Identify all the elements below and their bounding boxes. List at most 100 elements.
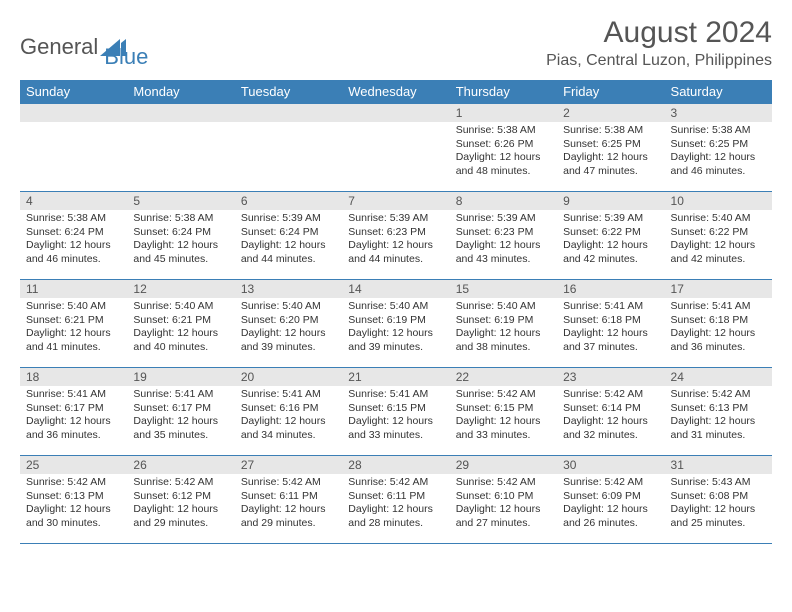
calendar-day-cell: 30Sunrise: 5:42 AMSunset: 6:09 PMDayligh…	[557, 456, 664, 544]
sunrise-text: Sunrise: 5:42 AM	[241, 476, 336, 490]
daynum-bar-empty	[235, 104, 342, 122]
day-body: Sunrise: 5:38 AMSunset: 6:26 PMDaylight:…	[450, 122, 557, 183]
sunset-text: Sunset: 6:11 PM	[241, 490, 336, 504]
calendar-week-row: 18Sunrise: 5:41 AMSunset: 6:17 PMDayligh…	[20, 368, 772, 456]
daylight-text: Daylight: 12 hours and 38 minutes.	[456, 327, 551, 354]
day-body: Sunrise: 5:42 AMSunset: 6:13 PMDaylight:…	[665, 386, 772, 447]
calendar-day-cell: 13Sunrise: 5:40 AMSunset: 6:20 PMDayligh…	[235, 280, 342, 368]
weekday-header: Wednesday	[342, 80, 449, 104]
sunset-text: Sunset: 6:24 PM	[26, 226, 121, 240]
day-body: Sunrise: 5:38 AMSunset: 6:24 PMDaylight:…	[20, 210, 127, 271]
sunrise-text: Sunrise: 5:38 AM	[133, 212, 228, 226]
sunset-text: Sunset: 6:19 PM	[348, 314, 443, 328]
calendar-day-cell: 8Sunrise: 5:39 AMSunset: 6:23 PMDaylight…	[450, 192, 557, 280]
day-body: Sunrise: 5:42 AMSunset: 6:12 PMDaylight:…	[127, 474, 234, 535]
sunset-text: Sunset: 6:09 PM	[563, 490, 658, 504]
calendar-day-cell: 7Sunrise: 5:39 AMSunset: 6:23 PMDaylight…	[342, 192, 449, 280]
daylight-text: Daylight: 12 hours and 36 minutes.	[671, 327, 766, 354]
logo-text-1: General	[20, 34, 98, 60]
sunset-text: Sunset: 6:13 PM	[26, 490, 121, 504]
daynum-bar: 25	[20, 456, 127, 474]
daynum-bar: 20	[235, 368, 342, 386]
calendar-day-cell: 22Sunrise: 5:42 AMSunset: 6:15 PMDayligh…	[450, 368, 557, 456]
sunrise-text: Sunrise: 5:38 AM	[671, 124, 766, 138]
sunrise-text: Sunrise: 5:39 AM	[241, 212, 336, 226]
calendar-day-cell: 15Sunrise: 5:40 AMSunset: 6:19 PMDayligh…	[450, 280, 557, 368]
day-body: Sunrise: 5:40 AMSunset: 6:21 PMDaylight:…	[127, 298, 234, 359]
day-body: Sunrise: 5:41 AMSunset: 6:15 PMDaylight:…	[342, 386, 449, 447]
title-block: August 2024 Pias, Central Luzon, Philipp…	[546, 16, 772, 70]
daylight-text: Daylight: 12 hours and 42 minutes.	[563, 239, 658, 266]
day-body: Sunrise: 5:39 AMSunset: 6:24 PMDaylight:…	[235, 210, 342, 271]
calendar-day-cell: 25 Sunrise: 5:42 AMSunset: 6:13 PMDayligh…	[20, 456, 127, 544]
daylight-text: Daylight: 12 hours and 29 minutes.	[241, 503, 336, 530]
daylight-text: Daylight: 12 hours and 45 minutes.	[133, 239, 228, 266]
sunrise-text: Sunrise: 5:38 AM	[563, 124, 658, 138]
daylight-text: Daylight: 12 hours and 40 minutes.	[133, 327, 228, 354]
sunrise-text: Sunrise: 5:42 AM	[26, 476, 121, 490]
daynum-bar: 22	[450, 368, 557, 386]
day-body: Sunrise: 5:41 AMSunset: 6:17 PMDaylight:…	[20, 386, 127, 447]
daylight-text: Daylight: 12 hours and 30 minutes.	[26, 503, 121, 530]
daynum-bar: 16	[557, 280, 664, 298]
sunset-text: Sunset: 6:11 PM	[348, 490, 443, 504]
daynum-bar: 9	[557, 192, 664, 210]
daylight-text: Daylight: 12 hours and 33 minutes.	[348, 415, 443, 442]
sunset-text: Sunset: 6:22 PM	[563, 226, 658, 240]
sunrise-text: Sunrise: 5:40 AM	[456, 300, 551, 314]
sunset-text: Sunset: 6:14 PM	[563, 402, 658, 416]
daylight-text: Daylight: 12 hours and 47 minutes.	[563, 151, 658, 178]
calendar-week-row: 11Sunrise: 5:40 AMSunset: 6:21 PMDayligh…	[20, 280, 772, 368]
sunset-text: Sunset: 6:24 PM	[133, 226, 228, 240]
calendar-week-row: 1Sunrise: 5:38 AMSunset: 6:26 PMDaylight…	[20, 104, 772, 192]
calendar-day-cell: 23Sunrise: 5:42 AMSunset: 6:14 PMDayligh…	[557, 368, 664, 456]
daylight-text: Daylight: 12 hours and 27 minutes.	[456, 503, 551, 530]
sunset-text: Sunset: 6:13 PM	[671, 402, 766, 416]
day-body: Sunrise: 5:38 AMSunset: 6:25 PMDaylight:…	[665, 122, 772, 183]
daynum-bar-empty	[127, 104, 234, 122]
sunset-text: Sunset: 6:10 PM	[456, 490, 551, 504]
calendar-day-cell: 9Sunrise: 5:39 AMSunset: 6:22 PMDaylight…	[557, 192, 664, 280]
daylight-text: Daylight: 12 hours and 25 minutes.	[671, 503, 766, 530]
daynum-bar: 19	[127, 368, 234, 386]
daynum-bar: 3	[665, 104, 772, 122]
month-title: August 2024	[546, 16, 772, 50]
sunrise-text: Sunrise: 5:42 AM	[456, 476, 551, 490]
sunrise-text: Sunrise: 5:40 AM	[671, 212, 766, 226]
logo-text-2: Blue	[104, 44, 148, 70]
daylight-text: Daylight: 12 hours and 29 minutes.	[133, 503, 228, 530]
daynum-bar: 5	[127, 192, 234, 210]
weekday-header: Thursday	[450, 80, 557, 104]
daynum-bar: 8	[450, 192, 557, 210]
daynum-bar: 7	[342, 192, 449, 210]
sunset-text: Sunset: 6:26 PM	[456, 138, 551, 152]
sunset-text: Sunset: 6:15 PM	[348, 402, 443, 416]
day-body: Sunrise: 5:42 AMSunset: 6:11 PMDaylight:…	[235, 474, 342, 535]
daylight-text: Daylight: 12 hours and 44 minutes.	[348, 239, 443, 266]
calendar-body: 1Sunrise: 5:38 AMSunset: 6:26 PMDaylight…	[20, 104, 772, 544]
sunset-text: Sunset: 6:08 PM	[671, 490, 766, 504]
day-body: Sunrise: 5:39 AMSunset: 6:23 PMDaylight:…	[342, 210, 449, 271]
day-body: Sunrise: 5:40 AMSunset: 6:22 PMDaylight:…	[665, 210, 772, 271]
daylight-text: Daylight: 12 hours and 48 minutes.	[456, 151, 551, 178]
calendar-day-cell: 21Sunrise: 5:41 AMSunset: 6:15 PMDayligh…	[342, 368, 449, 456]
calendar-day-cell: 1Sunrise: 5:38 AMSunset: 6:26 PMDaylight…	[450, 104, 557, 192]
day-body: Sunrise: 5:40 AMSunset: 6:20 PMDaylight:…	[235, 298, 342, 359]
daynum-bar: 18	[20, 368, 127, 386]
calendar-day-cell: 20Sunrise: 5:41 AMSunset: 6:16 PMDayligh…	[235, 368, 342, 456]
sunrise-text: Sunrise: 5:41 AM	[26, 388, 121, 402]
weekday-header: Friday	[557, 80, 664, 104]
sunrise-text: Sunrise: 5:39 AM	[456, 212, 551, 226]
daylight-text: Daylight: 12 hours and 39 minutes.	[348, 327, 443, 354]
daylight-text: Daylight: 12 hours and 37 minutes.	[563, 327, 658, 354]
daylight-text: Daylight: 12 hours and 44 minutes.	[241, 239, 336, 266]
day-body: Sunrise: 5:43 AMSunset: 6:08 PMDaylight:…	[665, 474, 772, 535]
day-body: Sunrise: 5:38 AMSunset: 6:25 PMDaylight:…	[557, 122, 664, 183]
daynum-bar: 11	[20, 280, 127, 298]
sunrise-text: Sunrise: 5:39 AM	[348, 212, 443, 226]
daylight-text: Daylight: 12 hours and 35 minutes.	[133, 415, 228, 442]
logo: General Blue	[20, 16, 148, 70]
calendar-day-cell: 10Sunrise: 5:40 AMSunset: 6:22 PMDayligh…	[665, 192, 772, 280]
daynum-bar: 2	[557, 104, 664, 122]
calendar-day-cell	[235, 104, 342, 192]
